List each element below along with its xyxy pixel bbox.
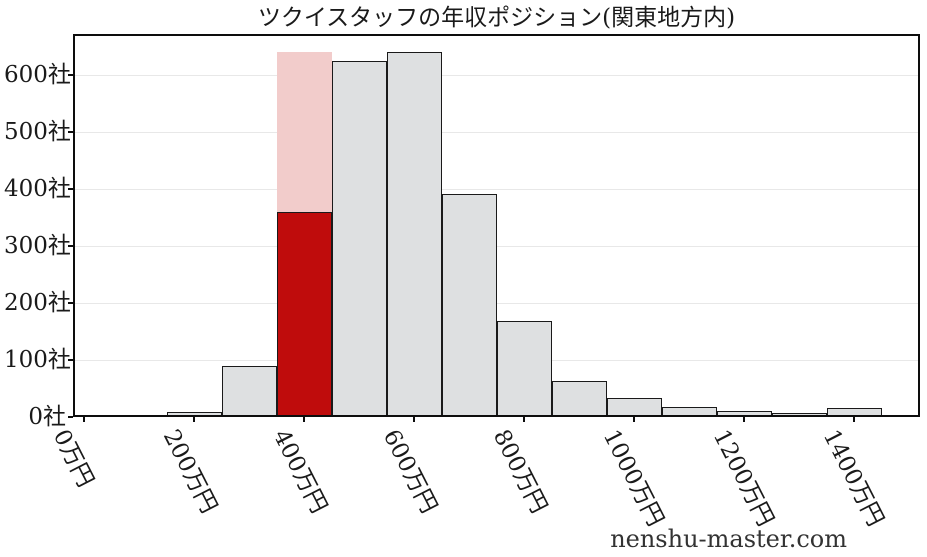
- highlight-bar: [276, 211, 332, 417]
- y-tick-mark: [68, 74, 73, 76]
- x-tick-mark: [743, 417, 745, 422]
- histogram-bar: [221, 365, 277, 417]
- x-tick-label: 400万円: [267, 425, 332, 518]
- axis-spine-bottom: [73, 415, 920, 417]
- histogram-bar: [331, 61, 387, 417]
- y-tick-mark: [68, 302, 73, 304]
- x-tick-mark: [853, 417, 855, 422]
- histogram-bar: [386, 52, 442, 417]
- y-tick-label: 600社: [4, 62, 71, 89]
- x-tick-label: 0万円: [47, 425, 99, 492]
- gridline: [73, 302, 920, 304]
- x-tick-mark: [193, 417, 195, 422]
- x-tick-label: 1400万円: [817, 425, 889, 531]
- histogram-bar: [496, 321, 552, 417]
- y-tick-mark: [68, 416, 73, 418]
- gridline: [73, 74, 920, 76]
- axis-spine-left: [73, 34, 75, 417]
- gridline: [73, 131, 920, 133]
- x-tick-mark: [633, 417, 635, 422]
- y-tick-label: 500社: [4, 119, 71, 146]
- watermark: nenshu-master.com: [610, 525, 847, 553]
- x-tick-label: 200万円: [157, 425, 222, 518]
- y-tick-label: 0社: [28, 404, 66, 430]
- plot-area: [73, 34, 920, 417]
- histogram-bar: [551, 381, 607, 417]
- x-tick-label: 600万円: [377, 425, 442, 518]
- histogram-bar: [441, 193, 497, 417]
- axis-spine-top: [73, 34, 920, 36]
- x-tick-mark: [83, 417, 85, 422]
- x-tick-mark: [523, 417, 525, 422]
- y-tick-mark: [68, 245, 73, 247]
- chart-title: ツクイスタッフの年収ポジション(関東地方内): [257, 5, 736, 31]
- y-tick-label: 300社: [4, 233, 71, 260]
- x-tick-label: 800万円: [487, 425, 552, 518]
- y-tick-mark: [68, 359, 73, 361]
- x-tick-mark: [413, 417, 415, 422]
- x-tick-label: 1200万円: [707, 425, 779, 531]
- y-tick-label: 200社: [4, 290, 71, 316]
- gridline: [73, 245, 920, 247]
- y-tick-label: 100社: [4, 347, 71, 373]
- gridline: [73, 188, 920, 190]
- axis-spine-right: [918, 34, 920, 417]
- y-tick-mark: [68, 188, 73, 190]
- x-tick-label: 1000万円: [597, 425, 669, 531]
- y-tick-label: 400社: [4, 176, 71, 203]
- y-tick-mark: [68, 131, 73, 133]
- x-tick-mark: [303, 417, 305, 422]
